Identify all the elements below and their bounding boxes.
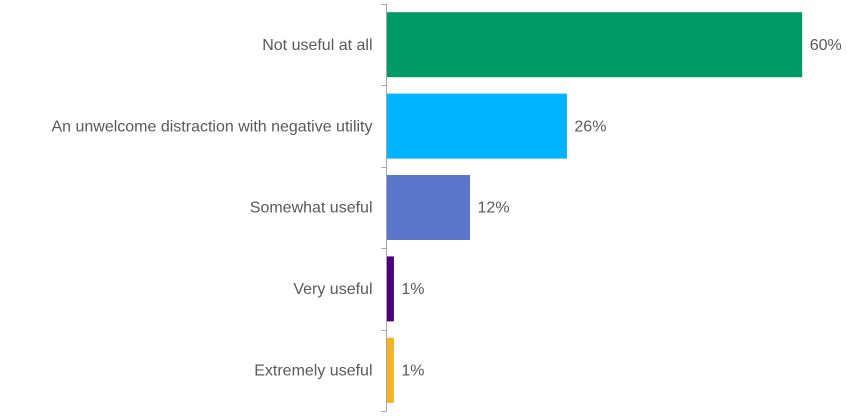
- value-label: 60%: [810, 37, 842, 54]
- value-label: 1%: [401, 281, 424, 298]
- bar: [387, 256, 394, 322]
- category-label: An unwelcome distraction with negative u…: [51, 118, 372, 135]
- category-label: Not useful at all: [262, 37, 372, 54]
- bar: [387, 12, 803, 78]
- category-label: Very useful: [293, 281, 372, 298]
- category-label: Extremely useful: [254, 363, 372, 380]
- value-label: 12%: [478, 200, 510, 217]
- category-label: Somewhat useful: [250, 200, 373, 217]
- value-label: 26%: [574, 118, 606, 135]
- bar: [387, 175, 471, 240]
- bar: [387, 337, 394, 403]
- value-label: 1%: [401, 363, 424, 380]
- bar: [387, 93, 567, 159]
